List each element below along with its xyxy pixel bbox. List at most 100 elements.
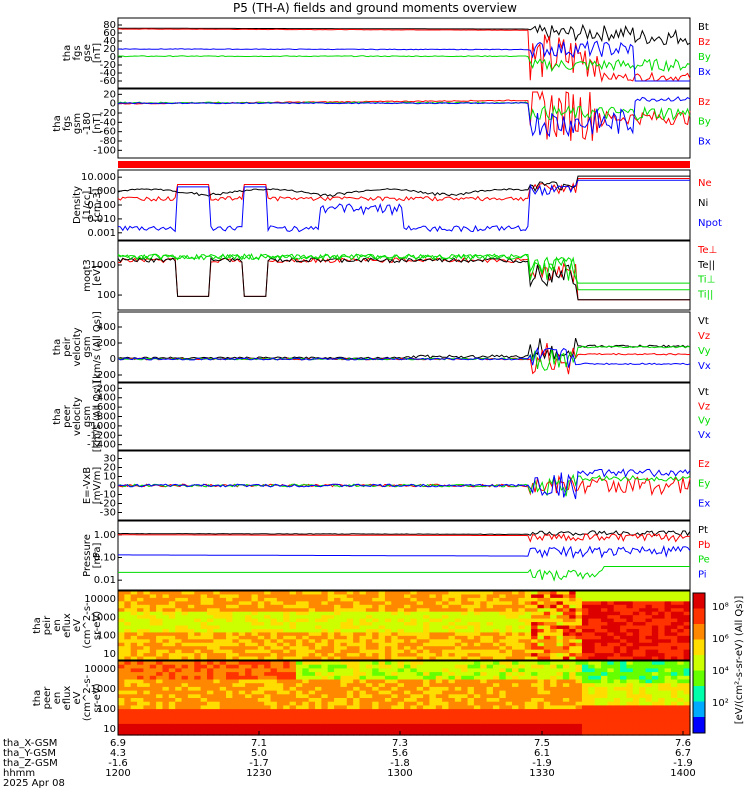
spectrogram-cell: [156, 712, 164, 718]
spectrogram-cell: [658, 601, 666, 606]
spectrogram-cell: [429, 604, 437, 609]
spectrogram-cell: [632, 705, 640, 710]
spectrogram-cell: [149, 649, 157, 654]
spectrogram-cell: [353, 618, 361, 623]
spectrogram-cell: [295, 709, 303, 714]
spectrogram-cell: [238, 661, 246, 666]
spectrogram-cell: [524, 727, 532, 732]
spectrogram-cell: [620, 656, 628, 661]
spectrogram-cell: [601, 672, 608, 677]
spectrogram-cell: [238, 731, 246, 736]
spectrogram-cell: [245, 615, 253, 620]
spectrogram-cell: [531, 720, 539, 725]
spectrogram-cell: [372, 604, 380, 609]
spectrogram-cell: [429, 709, 437, 714]
legend-entry: Bx: [698, 67, 711, 78]
spectrogram-cell: [569, 675, 577, 681]
spectrogram-cell: [340, 628, 348, 633]
spectrogram-cell: [340, 690, 348, 695]
spectrogram-cell: [149, 705, 157, 710]
spectrogram-cell: [613, 639, 621, 644]
spectrogram-cell: [683, 675, 691, 681]
spectrogram-cell: [130, 731, 138, 736]
spectrogram-cell: [378, 639, 386, 644]
spectrogram-cell: [156, 615, 164, 620]
spectrogram-cell: [346, 712, 354, 718]
spectrogram-cell: [569, 664, 577, 669]
spectrogram-cell: [562, 701, 570, 706]
spectrogram-cell: [168, 661, 176, 666]
spectrogram-cell: [448, 639, 456, 644]
spectrogram-cell: [359, 668, 367, 673]
spectrogram-cell: [257, 646, 265, 651]
spectrogram-cell: [435, 594, 443, 599]
spectrogram-cell: [683, 727, 691, 732]
spectrogram-cell: [124, 601, 132, 606]
spectrogram-cell: [194, 653, 202, 658]
spectrogram-cell: [118, 625, 125, 630]
spectrogram-cell: [613, 591, 621, 596]
spectrogram-cell: [276, 597, 284, 602]
spectrogram-cell: [670, 608, 678, 613]
spectrogram-cell: [531, 709, 539, 714]
spectrogram-cell: [124, 679, 132, 684]
spectrogram-cell: [295, 601, 303, 606]
spectrogram-cell: [346, 591, 354, 596]
spectrogram-cell: [620, 690, 628, 695]
spectrogram-cell: [556, 716, 564, 721]
spectrogram-cell: [226, 656, 233, 661]
spectrogram-cell: [473, 698, 481, 703]
spectrogram-cell: [181, 628, 189, 633]
spectrogram-cell: [238, 615, 246, 620]
spectrogram-cell: [683, 653, 691, 658]
spectrogram-cell: [524, 679, 532, 684]
spectrogram-cell: [670, 675, 678, 681]
spectrogram-cell: [365, 690, 373, 695]
spectrogram-cell: [251, 690, 259, 695]
spectrogram-cell: [206, 701, 214, 706]
spectrogram-cell: [581, 628, 589, 633]
spectrogram-cell: [226, 727, 233, 732]
spectrogram-cell: [613, 664, 621, 669]
spectrogram-cell: [156, 628, 164, 633]
spectrogram-cell: [562, 698, 570, 703]
spectrogram-cell: [391, 664, 399, 669]
spectrogram-cell: [461, 597, 469, 602]
panel-ylabel: (cm^2-s-: [82, 602, 93, 649]
spectrogram-cell: [353, 622, 361, 627]
spectrogram-cell: [683, 618, 691, 623]
spectrogram-cell: [124, 597, 132, 602]
spectrogram-cell: [505, 628, 513, 633]
spectrogram-cell: [391, 615, 399, 620]
spectrogram-cell: [467, 622, 475, 627]
spectrogram-cell: [423, 639, 431, 644]
spectrogram-cell: [149, 632, 157, 637]
spectrogram-cell: [404, 709, 411, 714]
spectrogram-cell: [245, 611, 253, 616]
spectrogram-cell: [289, 646, 297, 651]
spectrogram-cell: [556, 701, 564, 706]
spectrogram-cell: [270, 611, 278, 616]
spectrogram-cell: [423, 731, 431, 736]
spectrogram-cell: [257, 622, 265, 627]
spectrogram-cell: [302, 656, 310, 661]
spectrogram-cell: [257, 709, 265, 714]
spectrogram-cell: [340, 615, 348, 620]
spectrogram-cell: [499, 628, 507, 633]
spectrogram-cell: [550, 618, 558, 623]
spectrogram-cell: [512, 686, 519, 692]
spectrogram-cell: [435, 698, 443, 703]
spectrogram-cell: [556, 625, 564, 630]
spectrogram-cell: [334, 686, 342, 692]
spectrogram-cell: [372, 705, 380, 710]
spectrogram-cell: [200, 698, 208, 703]
spectrogram-cell: [594, 608, 602, 613]
spectrogram-cell: [130, 720, 138, 725]
spectrogram-cell: [276, 608, 284, 613]
spectrogram-cell: [200, 646, 208, 651]
spectrogram-cell: [264, 653, 272, 658]
spectrogram-cell: [276, 720, 284, 725]
spectrogram-cell: [206, 679, 214, 684]
spectrogram-cell: [118, 604, 125, 609]
spectrogram-cell: [365, 642, 373, 647]
